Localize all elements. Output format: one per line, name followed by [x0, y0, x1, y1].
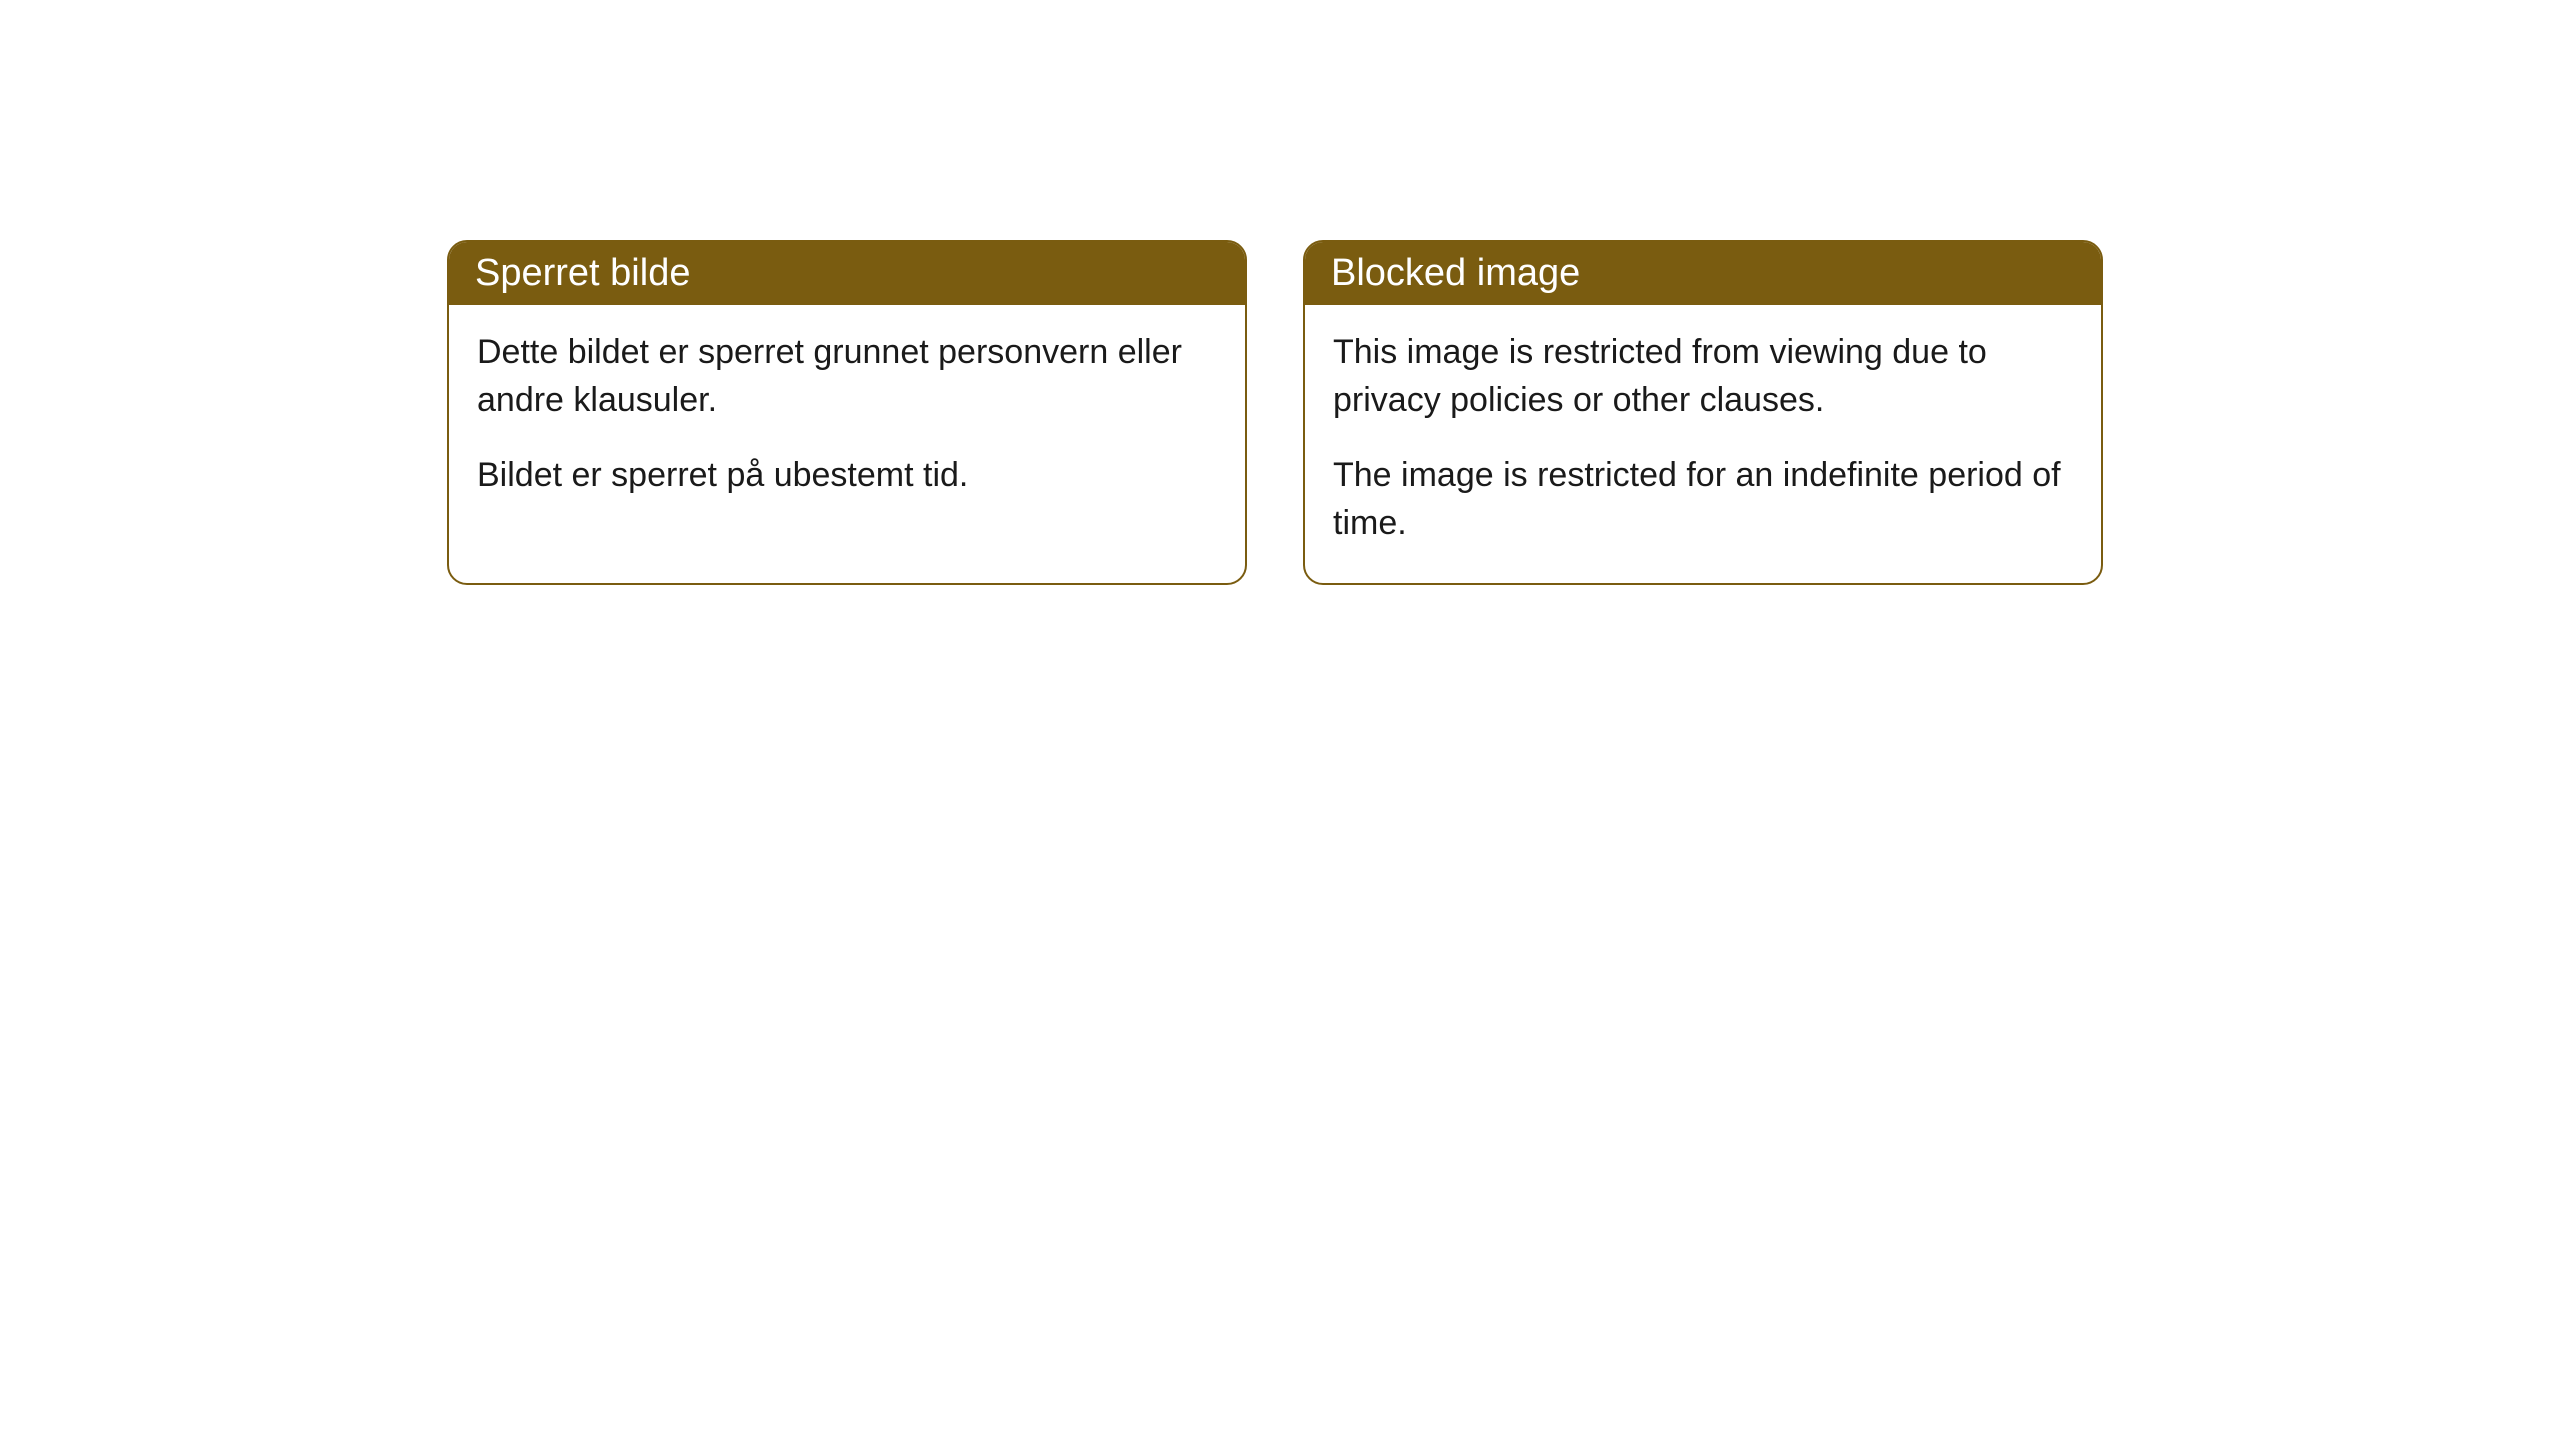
card-paragraph: Dette bildet er sperret grunnet personve… [477, 329, 1217, 424]
card-title: Sperret bilde [475, 252, 690, 294]
card-body: Dette bildet er sperret grunnet personve… [449, 305, 1245, 536]
card-paragraph: This image is restricted from viewing du… [1333, 329, 2073, 424]
card-paragraph: Bildet er sperret på ubestemt tid. [477, 452, 1217, 500]
card-paragraph: The image is restricted for an indefinit… [1333, 452, 2073, 547]
notice-card-norwegian: Sperret bilde Dette bildet er sperret gr… [447, 240, 1247, 585]
card-title: Blocked image [1331, 252, 1580, 294]
card-body: This image is restricted from viewing du… [1305, 305, 2101, 583]
notice-card-english: Blocked image This image is restricted f… [1303, 240, 2103, 585]
notice-cards-container: Sperret bilde Dette bildet er sperret gr… [447, 240, 2103, 585]
card-header: Sperret bilde [449, 242, 1245, 305]
card-header: Blocked image [1305, 242, 2101, 305]
